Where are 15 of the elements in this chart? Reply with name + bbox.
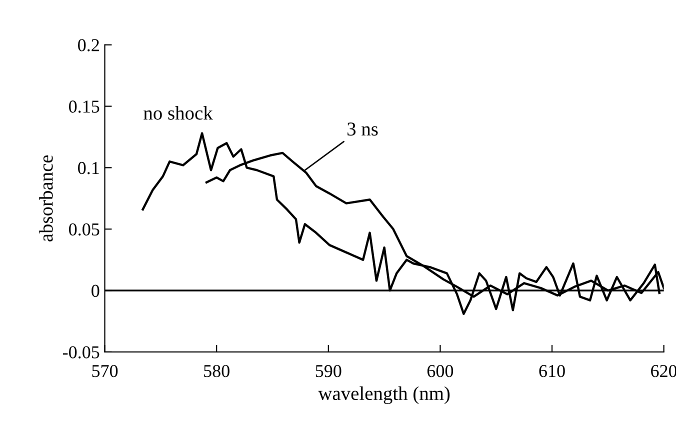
y-tick-label: 0.2 <box>78 39 99 52</box>
x-tick-label: 580 <box>204 364 230 378</box>
y-tick-label: 0.05 <box>69 223 100 236</box>
y-tick-label: 0 <box>92 284 100 297</box>
y-axis-title: absorbance <box>39 155 53 242</box>
annotation: 3 ns <box>348 122 378 136</box>
y-tick-label: 0.1 <box>78 162 99 174</box>
x-tick-label: 570 <box>92 364 118 378</box>
y-tick-label: -0.05 <box>62 346 100 358</box>
y-tick-label: 0.15 <box>69 100 100 113</box>
x-tick-label: 600 <box>427 364 454 378</box>
x-axis-title: wavelength (nm) <box>318 386 450 404</box>
annotation: no shock <box>144 106 213 120</box>
x-tick-label: 590 <box>316 364 342 378</box>
x-tick-label: 610 <box>539 364 565 378</box>
